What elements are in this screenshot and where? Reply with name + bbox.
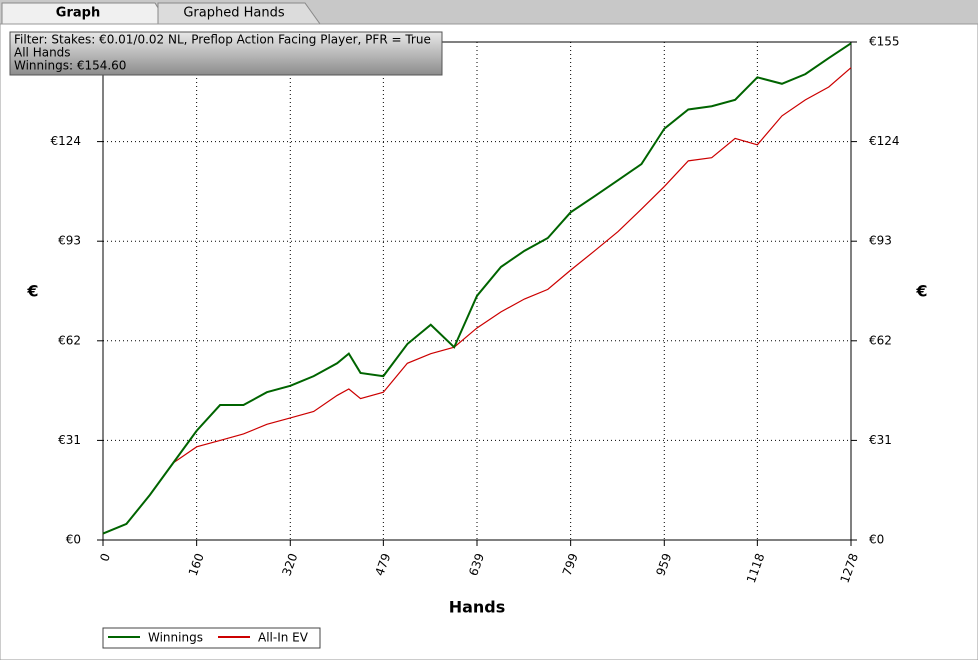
filter-text: All Hands	[14, 46, 71, 60]
x-tick-label: 0	[97, 551, 113, 563]
legend-label: Winnings	[148, 631, 203, 645]
y2-tick-label: €0	[869, 533, 884, 547]
y2-tick-label: €93	[869, 234, 892, 248]
y2-tick-label: €31	[869, 433, 892, 447]
filter-box	[9, 31, 443, 76]
legend-label: All-In EV	[258, 631, 309, 645]
y-tick-label: €93	[58, 234, 81, 248]
y2-tick-label: €62	[869, 333, 892, 347]
y-tick-label: €0	[66, 533, 81, 547]
legend	[102, 627, 321, 649]
chart-panel	[0, 23, 978, 661]
y-tick-label: €124	[50, 134, 81, 148]
y2-tick-label: €124	[869, 134, 900, 148]
series-line	[102, 67, 852, 535]
tab-label[interactable]: Graph	[56, 6, 100, 21]
y-axis-title: €	[26, 282, 38, 301]
filter-text: Filter: Stakes: €0.01/0.02 NL, Preflop A…	[14, 33, 431, 47]
tab-label[interactable]: Graphed Hands	[183, 6, 284, 21]
y-tick-label: €62	[58, 333, 81, 347]
series-line	[102, 42, 852, 535]
y2-tick-label: €155	[869, 35, 900, 49]
y-tick-label: €31	[58, 433, 81, 447]
filter-text: Winnings: €154.60	[14, 59, 126, 73]
x-axis-title: Hands	[449, 598, 506, 617]
y2-axis-title: €	[915, 282, 927, 301]
